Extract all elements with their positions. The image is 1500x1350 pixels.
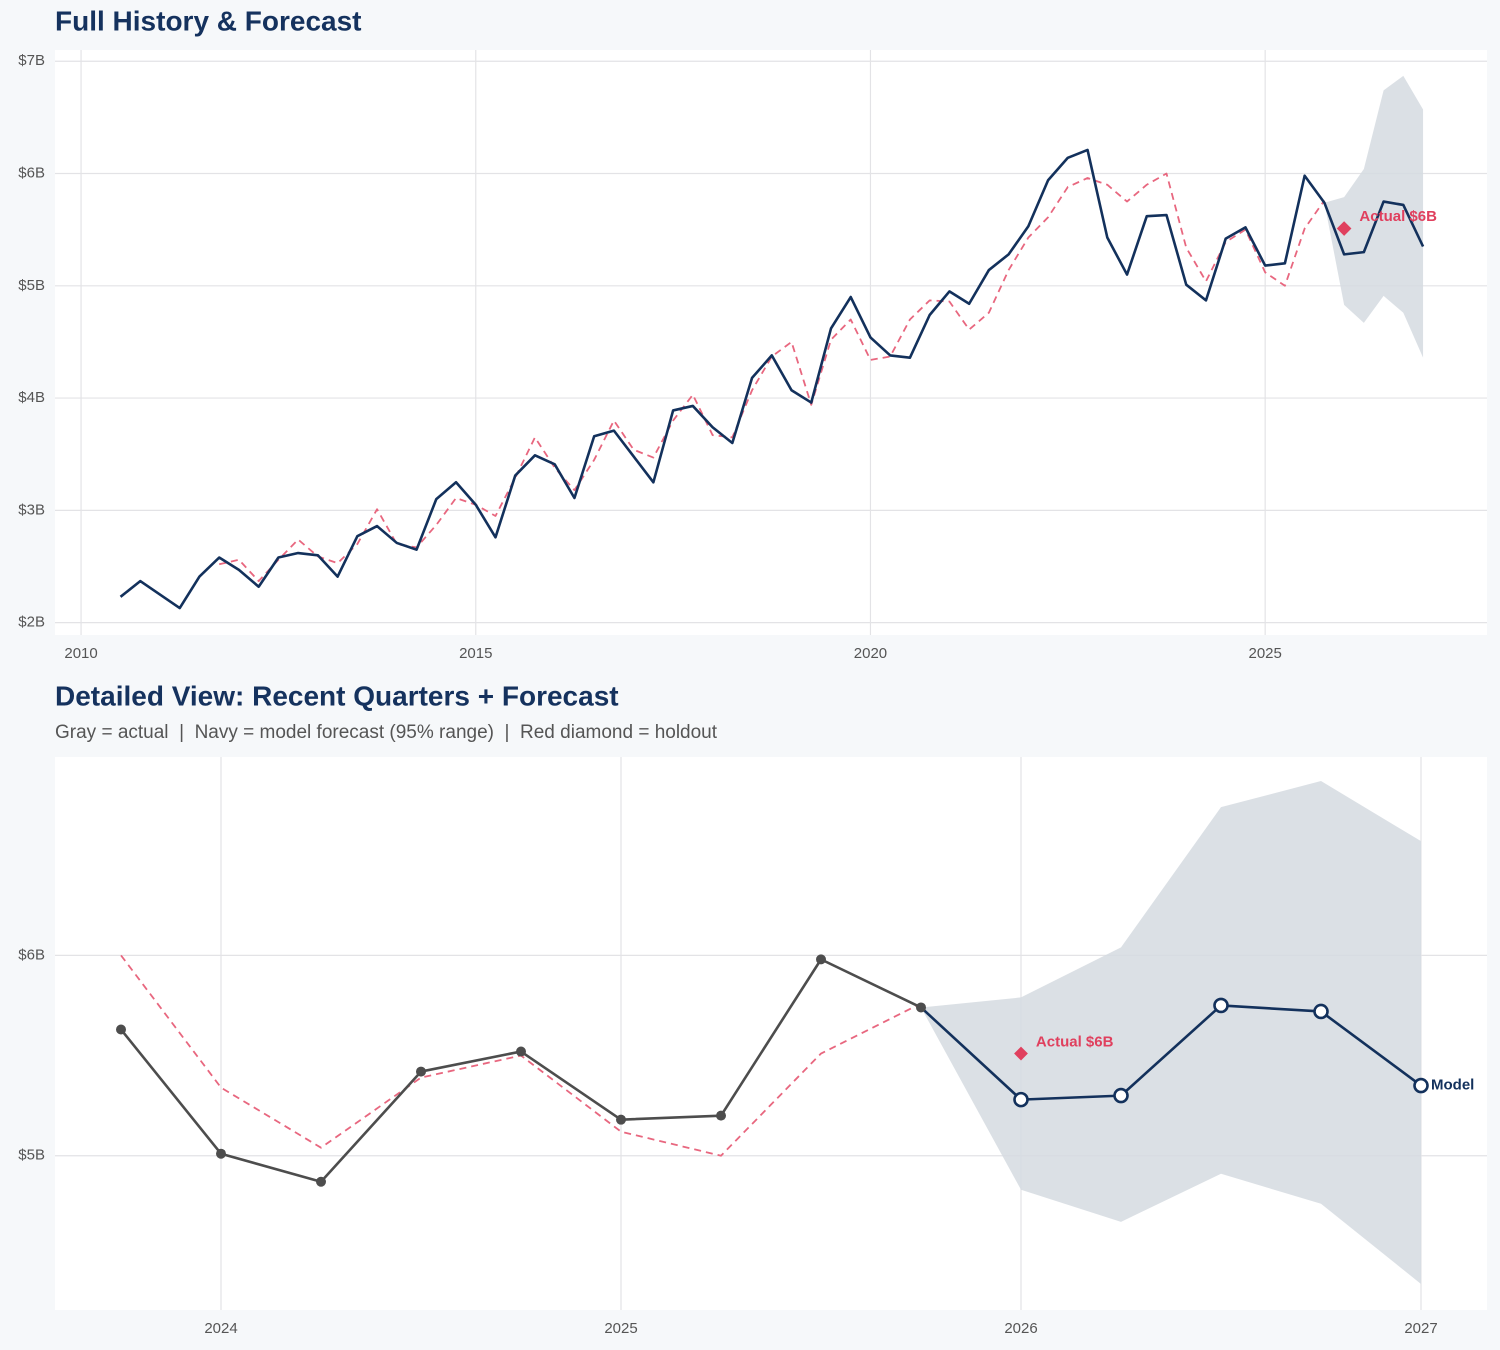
y-tick-label: $6B <box>18 946 45 963</box>
holdout-marker <box>1336 221 1352 236</box>
data-point <box>716 1110 726 1121</box>
annotation-label: Actual $6B <box>1359 208 1437 225</box>
data-point <box>416 1066 426 1077</box>
y-tick-label: $2B <box>18 614 45 631</box>
forecast-range <box>1324 75 1424 358</box>
end-label: Model <box>1431 1077 1474 1094</box>
x-tick-label: 2020 <box>854 645 887 662</box>
x-tick-label: 2024 <box>204 1320 237 1337</box>
y-tick-label: $7B <box>18 52 45 69</box>
x-tick-label: 2025 <box>1248 645 1281 662</box>
data-point <box>1013 1091 1029 1108</box>
data-point <box>1313 1003 1329 1020</box>
y-tick-label: $6B <box>18 164 45 181</box>
data-point <box>516 1046 526 1057</box>
x-tick-label: 2015 <box>459 645 492 662</box>
y-tick-label: $5B <box>18 1147 45 1164</box>
x-tick-label: 2010 <box>64 645 97 662</box>
x-tick-label: 2025 <box>604 1320 637 1337</box>
data-point <box>1413 1077 1429 1094</box>
y-tick-label: $4B <box>18 389 45 406</box>
y-tick-label: $3B <box>18 501 45 518</box>
chart-subtitle: Gray = actual | Navy = model forecast (9… <box>55 722 718 743</box>
data-point <box>816 954 826 965</box>
data-point <box>216 1148 226 1159</box>
forecast-range <box>921 781 1421 1284</box>
chart-title: Detailed View: Recent Quarters + Forecas… <box>55 680 619 711</box>
chart-title: Full History & Forecast <box>55 5 362 36</box>
y-tick-label: $5B <box>18 277 45 294</box>
annotation-label: Actual $6B <box>1036 1034 1114 1051</box>
data-point <box>316 1176 326 1187</box>
data-point <box>116 1024 126 1035</box>
plot-area <box>55 50 1487 635</box>
x-tick-label: 2026 <box>1004 1320 1037 1337</box>
data-point <box>916 1002 926 1013</box>
data-point <box>1213 997 1229 1014</box>
series-line <box>119 148 1425 610</box>
series-line <box>920 1004 1422 1101</box>
data-point <box>616 1114 626 1125</box>
data-point <box>1113 1087 1129 1104</box>
holdout-marker <box>1014 1046 1028 1061</box>
x-tick-label: 2027 <box>1404 1320 1437 1337</box>
